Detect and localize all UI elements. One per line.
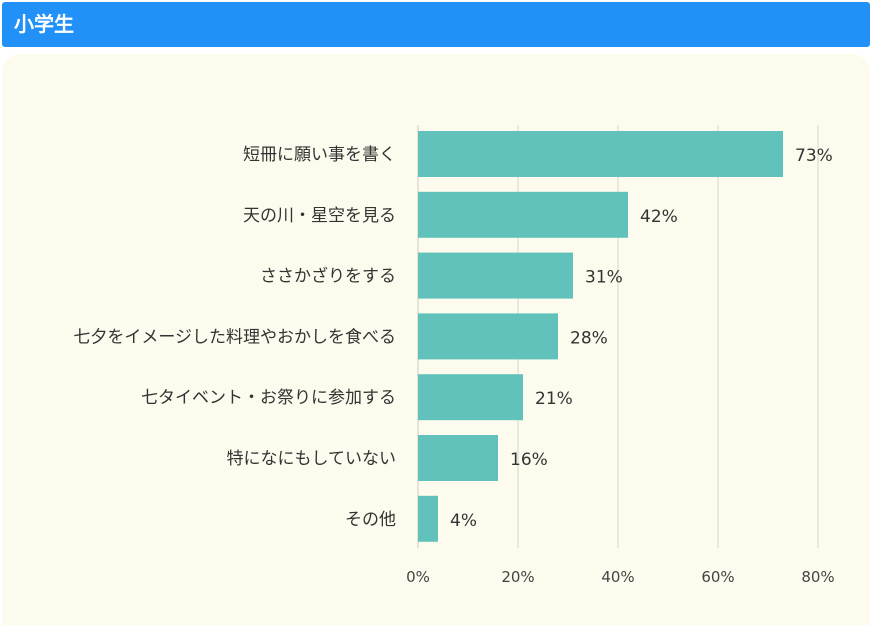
category-label: 特になにもしていない — [227, 449, 397, 469]
value-label: 21% — [535, 389, 573, 409]
value-label: 73% — [795, 146, 833, 166]
bar — [418, 435, 498, 481]
category-label: 七夕をイメージした料理やおかしを食べる — [73, 327, 396, 347]
x-tick-label: 80% — [801, 568, 834, 586]
category-label: 天の川・星空を見る — [243, 206, 396, 226]
bar — [418, 313, 558, 360]
category-label: 七タイベント・お祭りに参加する — [141, 388, 396, 408]
category-label: 短冊に願い事を書く — [243, 145, 396, 165]
value-label: 31% — [585, 268, 623, 288]
header-title: 小学生 — [14, 12, 74, 36]
x-tick-label: 60% — [701, 568, 734, 586]
bar — [418, 252, 573, 299]
chart-header: 小学生 — [2, 2, 870, 47]
bar — [418, 131, 783, 177]
category-label: その他 — [345, 510, 396, 530]
x-tick-label: 20% — [501, 568, 534, 586]
x-tick-label: 40% — [601, 568, 634, 586]
x-tick-label: 0% — [406, 568, 430, 586]
category-label: ささかざりをする — [260, 266, 396, 287]
bar — [418, 495, 438, 542]
value-label: 28% — [570, 328, 608, 348]
value-label: 16% — [510, 450, 548, 470]
value-label: 42% — [640, 207, 678, 227]
bar — [418, 191, 628, 238]
value-label: 4% — [450, 511, 477, 531]
bar — [418, 374, 523, 421]
